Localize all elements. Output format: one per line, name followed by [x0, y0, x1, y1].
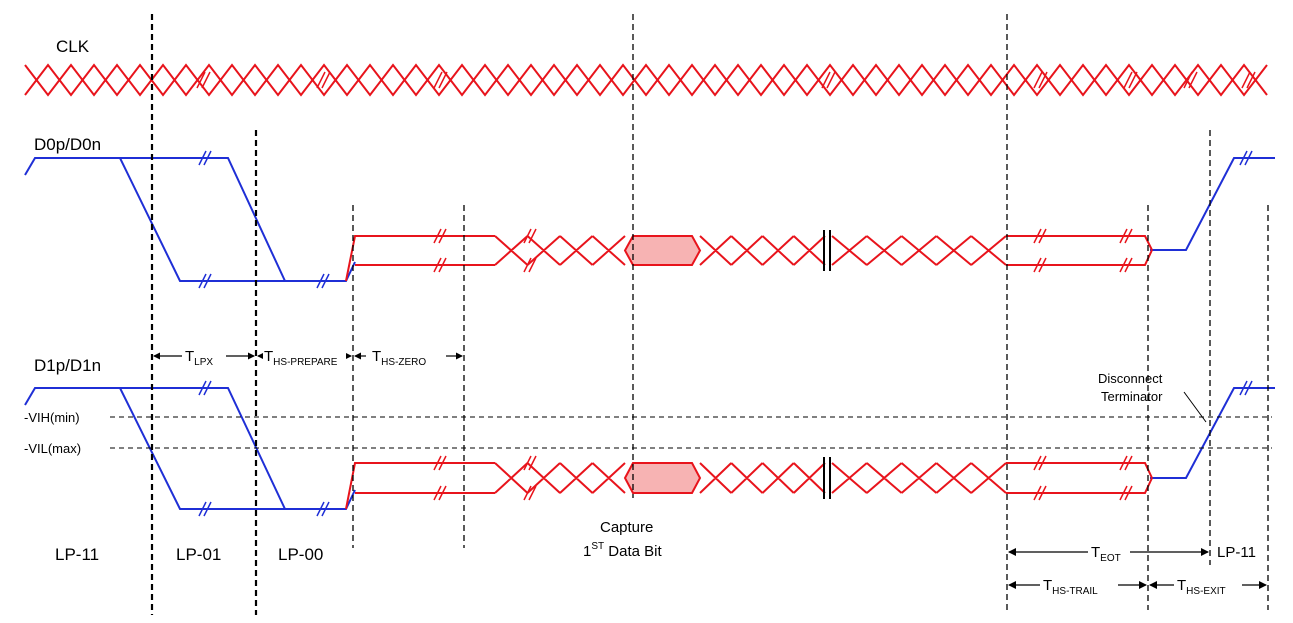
break-mark — [1119, 455, 1133, 471]
break-mark — [1119, 228, 1133, 244]
break-mark — [1239, 150, 1253, 166]
clk-break-mark — [316, 71, 331, 89]
state-lp11-end: LP-11 — [1217, 544, 1256, 561]
break-mark — [523, 455, 537, 471]
clk-break-mark — [1033, 71, 1048, 89]
ths-zero-label: THS-ZERO — [372, 348, 426, 368]
disconnect-label-line2: Terminator — [1101, 389, 1163, 404]
clk-break-mark — [821, 71, 836, 89]
d0-break-marks — [198, 150, 1253, 289]
break-mark — [1033, 228, 1047, 244]
d0-hs-signal — [345, 235, 1153, 282]
clk-label: CLK — [56, 37, 90, 56]
capture-bit-shape — [623, 235, 702, 266]
clk-waveform — [24, 63, 1268, 97]
vertical-markers — [150, 14, 1269, 615]
clk-break-marks — [196, 71, 1256, 89]
d0-capture-bit — [623, 230, 831, 271]
break-mark — [316, 273, 330, 289]
ths-trail-label: THS-TRAIL — [1043, 577, 1098, 597]
break-mark — [523, 485, 537, 501]
vil-label: -VIL(max) — [24, 441, 81, 456]
ths-exit-label: THS-EXIT — [1177, 577, 1226, 597]
state-lp11-start: LP-11 — [55, 545, 99, 564]
d1-label: D1p/D1n — [34, 356, 101, 375]
d1-hs-signal — [345, 462, 1153, 510]
clk-break-mark — [1123, 71, 1138, 89]
state-lp01: LP-01 — [176, 545, 221, 564]
break-mark — [198, 273, 212, 289]
arrow-heads — [153, 352, 1267, 589]
capture-bit-shape — [623, 462, 702, 494]
break-mark — [198, 501, 212, 517]
break-mark — [433, 228, 447, 244]
state-lp00: LP-00 — [278, 545, 323, 564]
tlpx-label: TLPX — [185, 348, 213, 368]
break-mark — [1239, 380, 1253, 396]
d1-break-marks — [198, 380, 1253, 517]
break-mark — [1033, 455, 1047, 471]
break-mark — [1119, 257, 1133, 273]
clk-break-mark — [196, 71, 211, 89]
teot-label: TEOT — [1091, 544, 1121, 564]
clk-break-mark — [1241, 71, 1256, 89]
break-mark — [433, 455, 447, 471]
break-mark — [1119, 485, 1133, 501]
vih-label: -VIH(min) — [24, 410, 80, 425]
clk-break-mark — [433, 71, 448, 89]
capture-label-line1: Capture — [600, 519, 653, 536]
d0-label: D0p/D0n — [34, 135, 101, 154]
clk-trace-n — [24, 63, 1268, 97]
capture-label-line2: 1ST Data Bit — [583, 541, 662, 560]
break-mark — [523, 257, 537, 273]
clk-trace-p — [24, 63, 1268, 97]
clk-break-mark — [1183, 71, 1198, 89]
break-mark — [1033, 257, 1047, 273]
break-mark — [433, 485, 447, 501]
break-mark — [1033, 485, 1047, 501]
break-mark — [198, 150, 212, 166]
ths-prepare-label: THS-PREPARE — [264, 348, 338, 368]
break-mark — [523, 228, 537, 244]
break-mark — [316, 501, 330, 517]
d1-capture-bit — [623, 457, 831, 499]
threshold-lines — [110, 416, 1272, 449]
disconnect-label-line1: Disconnect — [1098, 371, 1163, 386]
break-mark — [198, 380, 212, 396]
disconnect-pointer — [1183, 391, 1207, 423]
break-mark — [433, 257, 447, 273]
